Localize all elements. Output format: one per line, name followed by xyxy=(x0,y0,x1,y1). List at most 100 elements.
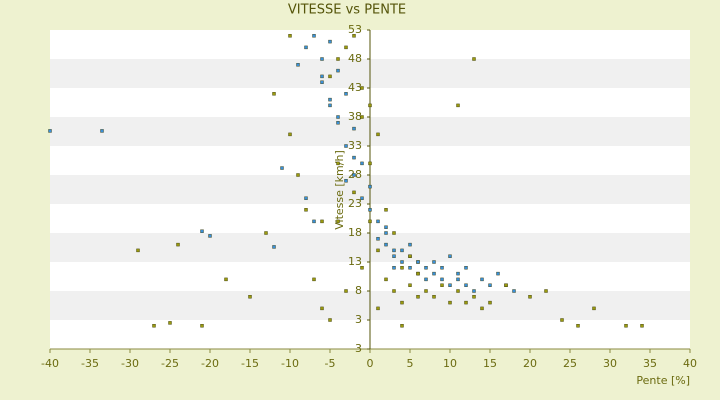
point xyxy=(392,254,396,258)
y-tick-label: 3 xyxy=(355,342,362,355)
point xyxy=(336,115,340,119)
point xyxy=(392,289,396,293)
point xyxy=(328,97,332,102)
point xyxy=(424,277,428,282)
point xyxy=(352,155,356,160)
x-tick-label: -35 xyxy=(81,357,99,370)
point xyxy=(440,277,444,282)
x-tick-label: -40 xyxy=(41,357,59,370)
point xyxy=(352,190,356,195)
x-tick-label: 30 xyxy=(603,357,617,370)
point xyxy=(344,179,348,183)
point xyxy=(320,306,324,311)
chart-title: VITESSE vs PENTE xyxy=(288,3,406,18)
y-tick-label: 53 xyxy=(348,23,362,36)
point xyxy=(384,242,388,247)
point xyxy=(448,283,452,287)
point xyxy=(472,295,476,299)
x-axis-label: Pente [%] xyxy=(636,374,690,387)
point xyxy=(320,219,324,224)
point xyxy=(376,237,380,241)
point xyxy=(384,277,388,282)
y-tick-label: 8 xyxy=(355,284,362,297)
point xyxy=(488,283,492,287)
point xyxy=(496,271,500,276)
x-tick-label: 10 xyxy=(443,357,457,370)
point xyxy=(384,208,388,212)
x-tick-label: 25 xyxy=(563,357,577,370)
point xyxy=(432,260,436,264)
point xyxy=(328,103,332,108)
point xyxy=(440,266,444,270)
point xyxy=(352,34,356,38)
point xyxy=(352,126,356,131)
point xyxy=(368,103,372,108)
point xyxy=(448,254,452,258)
point xyxy=(456,277,460,282)
point xyxy=(408,242,412,247)
point xyxy=(456,103,460,108)
point xyxy=(408,254,412,258)
point xyxy=(408,283,412,287)
point xyxy=(544,289,548,293)
y-tick-label: 13 xyxy=(348,255,362,268)
point xyxy=(360,196,364,200)
point xyxy=(176,242,180,247)
point xyxy=(488,300,492,305)
point xyxy=(512,289,516,293)
point xyxy=(504,283,508,287)
y-tick-label: 18 xyxy=(348,226,362,239)
point xyxy=(416,295,420,299)
point xyxy=(416,271,420,276)
point xyxy=(344,289,348,293)
point xyxy=(328,318,332,322)
point xyxy=(328,39,332,44)
x-tick-label: -20 xyxy=(201,357,219,370)
point xyxy=(408,266,412,270)
point xyxy=(280,166,284,170)
point xyxy=(208,234,212,238)
point xyxy=(456,289,460,293)
point xyxy=(440,283,444,287)
point xyxy=(592,306,596,311)
y-tick-label: 3 xyxy=(355,313,362,326)
point xyxy=(528,295,532,299)
point xyxy=(344,45,348,50)
point xyxy=(320,80,324,84)
x-tick-label: -30 xyxy=(121,357,139,370)
point xyxy=(456,271,460,276)
x-tick-label: -5 xyxy=(325,357,336,370)
point xyxy=(200,229,204,233)
point xyxy=(464,300,468,305)
point xyxy=(464,266,468,270)
point xyxy=(100,129,104,133)
point xyxy=(392,266,396,270)
point xyxy=(624,324,628,328)
y-tick-label: 38 xyxy=(348,110,362,123)
point xyxy=(328,74,332,79)
point xyxy=(352,173,356,177)
point xyxy=(400,260,404,264)
point xyxy=(376,306,380,311)
point xyxy=(312,34,316,38)
point xyxy=(320,74,324,79)
point xyxy=(392,231,396,235)
point xyxy=(384,231,388,235)
x-tick-label: 0 xyxy=(367,357,374,370)
y-axis-label: Vitesse [km/h] xyxy=(333,150,346,230)
point xyxy=(576,324,580,328)
point xyxy=(464,283,468,287)
point xyxy=(368,161,372,166)
y-tick-label: 23 xyxy=(348,197,362,210)
point xyxy=(640,324,644,328)
point xyxy=(272,245,276,249)
x-tick-label: 35 xyxy=(643,357,657,370)
point xyxy=(336,57,340,61)
x-tick-label: 20 xyxy=(523,357,537,370)
point xyxy=(304,45,308,50)
point xyxy=(448,300,452,305)
x-tick-label: 5 xyxy=(407,357,414,370)
point xyxy=(248,295,252,299)
point xyxy=(320,57,324,61)
